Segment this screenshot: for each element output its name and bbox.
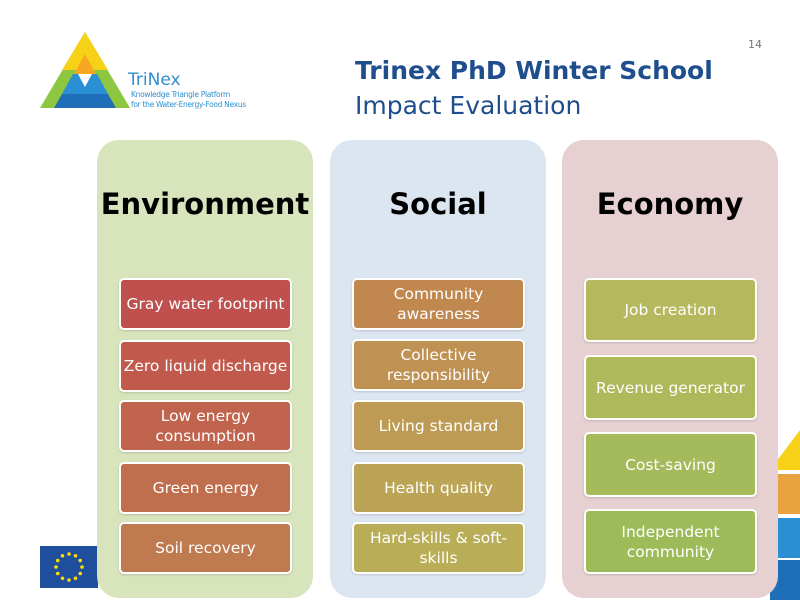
slide-number: 14 [748, 38, 762, 51]
logo-tagline-1: Knowledge Triangle Platform [131, 90, 230, 99]
social-panel: Social Community awareness Collective res… [330, 140, 546, 598]
social-item: Hard-skills & soft-skills [352, 522, 525, 574]
environment-item: Green energy [119, 462, 292, 514]
economy-title: Economy [596, 187, 744, 221]
social-item: Health quality [352, 462, 525, 514]
economy-item: Job creation [584, 278, 757, 342]
slide-title: Trinex PhD Winter School [355, 56, 713, 85]
environment-item: Soil recovery [119, 522, 292, 574]
economy-panel: Economy Job creation Revenue generator Cos… [562, 140, 778, 598]
environment-item: Zero liquid discharge [119, 340, 292, 392]
logo-tagline-2: for the Water-Energy-Food Nexus [131, 100, 246, 109]
economy-item: Independent community [584, 509, 757, 574]
logo-name: TriNex [128, 70, 181, 90]
environment-item: Gray water footprint [119, 278, 292, 330]
economy-item: Cost-saving [584, 432, 757, 497]
environment-panel: Environment Gray water footprint Zero liq… [97, 140, 313, 598]
social-item: Community awareness [352, 278, 525, 330]
slide-subtitle: Impact Evaluation [355, 91, 582, 120]
environment-item: Low energy consumption [119, 400, 292, 452]
social-item: Living standard [352, 400, 525, 452]
social-item: Collective responsibility [352, 339, 525, 391]
eu-flag-icon [40, 546, 98, 588]
social-title: Social [389, 187, 487, 221]
trinex-logo-icon [40, 32, 130, 108]
environment-title: Environment [100, 187, 310, 221]
economy-item: Revenue generator [584, 355, 757, 420]
